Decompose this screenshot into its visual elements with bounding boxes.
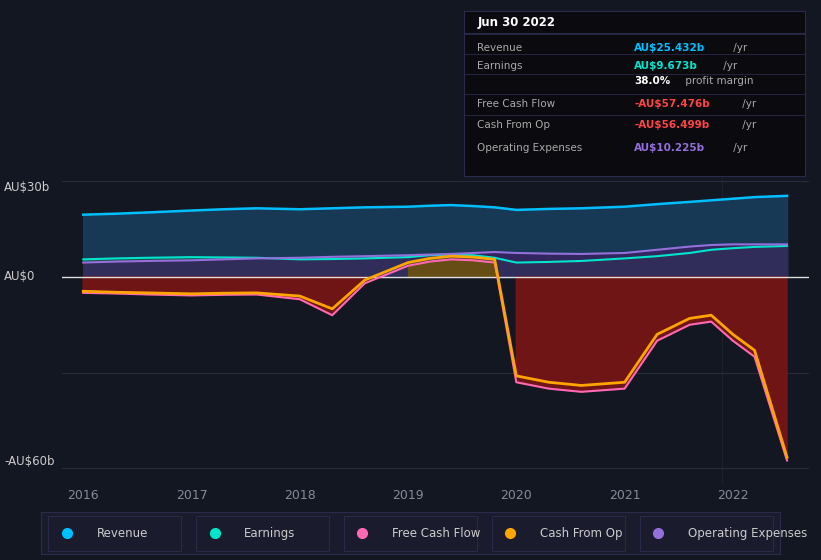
Text: AU$0: AU$0 bbox=[4, 270, 35, 283]
Text: Operating Expenses: Operating Expenses bbox=[688, 527, 807, 540]
Text: Earnings: Earnings bbox=[245, 527, 296, 540]
Bar bbox=[492, 516, 625, 551]
Text: Revenue: Revenue bbox=[97, 527, 148, 540]
Text: Jun 30 2022: Jun 30 2022 bbox=[478, 16, 556, 29]
Bar bbox=[196, 516, 329, 551]
Text: /yr: /yr bbox=[720, 60, 737, 71]
Text: AU$30b: AU$30b bbox=[4, 181, 50, 194]
Text: -AU$60b: -AU$60b bbox=[4, 455, 55, 468]
Bar bbox=[48, 516, 181, 551]
Text: /yr: /yr bbox=[739, 99, 756, 109]
Bar bbox=[344, 516, 477, 551]
Text: Operating Expenses: Operating Expenses bbox=[478, 143, 583, 153]
Text: 38.0%: 38.0% bbox=[635, 76, 671, 86]
Text: AU$9.673b: AU$9.673b bbox=[635, 60, 698, 71]
Text: Free Cash Flow: Free Cash Flow bbox=[478, 99, 556, 109]
Text: -AU$57.476b: -AU$57.476b bbox=[635, 99, 710, 109]
Text: Cash From Op: Cash From Op bbox=[478, 120, 551, 130]
Bar bbox=[640, 516, 773, 551]
Text: /yr: /yr bbox=[739, 120, 756, 130]
Text: AU$10.225b: AU$10.225b bbox=[635, 143, 705, 153]
Text: Revenue: Revenue bbox=[478, 43, 523, 53]
Text: AU$25.432b: AU$25.432b bbox=[635, 43, 705, 53]
Text: -AU$56.499b: -AU$56.499b bbox=[635, 120, 709, 130]
Text: profit margin: profit margin bbox=[682, 76, 754, 86]
Text: Cash From Op: Cash From Op bbox=[540, 527, 622, 540]
Text: Earnings: Earnings bbox=[478, 60, 523, 71]
Text: Free Cash Flow: Free Cash Flow bbox=[392, 527, 480, 540]
Text: /yr: /yr bbox=[730, 143, 747, 153]
Text: /yr: /yr bbox=[730, 43, 747, 53]
